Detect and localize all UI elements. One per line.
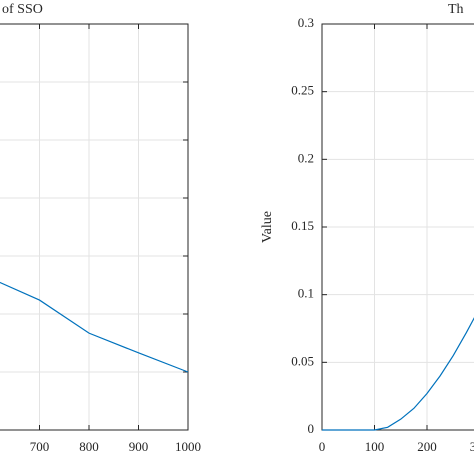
x-tick-label: 200 (417, 439, 437, 454)
y-tick-label: 0.3 (298, 15, 314, 30)
axes-box (321, 23, 474, 431)
x-tick-label: 1000 (175, 439, 201, 454)
y-tick-label: 0.2 (298, 150, 314, 165)
x-tick-label: 0 (319, 439, 326, 454)
y-tick-label: 0.25 (291, 83, 314, 98)
x-tick-label: 100 (365, 439, 385, 454)
line-series (0, 281, 189, 373)
line-series (322, 317, 474, 431)
x-tick-label: 800 (79, 439, 99, 454)
chart-title: of SSO (2, 2, 43, 17)
y-axis-label: Value (260, 211, 275, 243)
x-tick-label: 700 (30, 439, 50, 454)
axes-box (0, 23, 189, 431)
y-tick-label: 0.15 (291, 218, 314, 233)
y-tick-label: 0.05 (291, 353, 314, 368)
y-tick-label: 0.1 (298, 286, 314, 301)
x-tick-label: 300 (470, 439, 474, 454)
y-tick-label: 0 (308, 421, 315, 436)
x-tick-label: 900 (129, 439, 149, 454)
chart-title: Th (448, 2, 464, 17)
